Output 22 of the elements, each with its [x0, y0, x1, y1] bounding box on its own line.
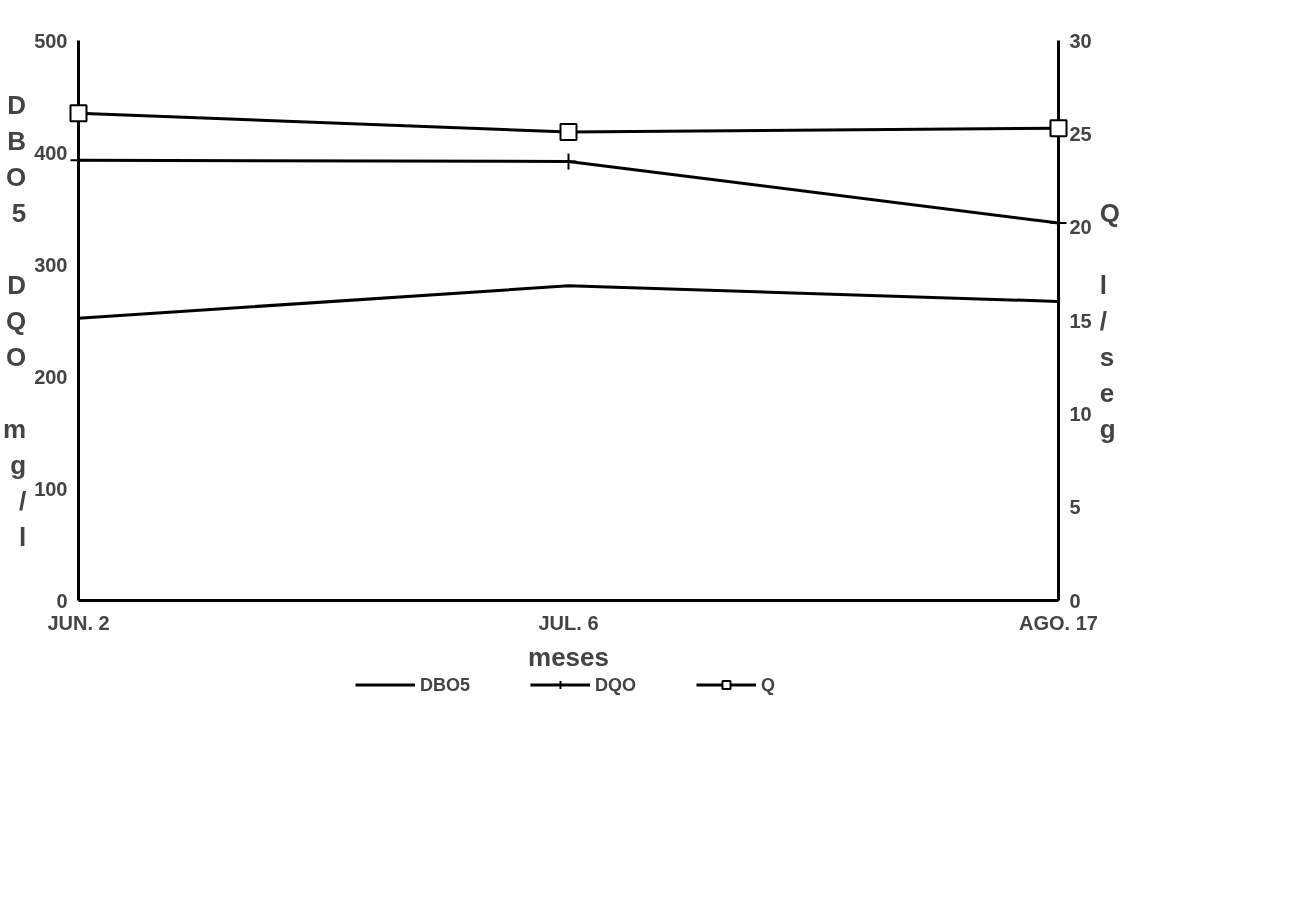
y-tick-label: 400 — [34, 141, 68, 164]
text: Q l/seg — [1099, 197, 1120, 444]
x-axis-title: meses — [528, 641, 609, 672]
y-tick-label: 0 — [56, 589, 68, 612]
x-tick-label: JUL. 6 — [538, 611, 599, 634]
y2-tick-label: 15 — [1069, 309, 1092, 332]
y2-tick-label: 10 — [1069, 402, 1092, 425]
y2-tick-label: 30 — [1069, 29, 1092, 52]
x-tick-label: JUN. 2 — [47, 611, 110, 634]
y-tick-label: 500 — [34, 29, 68, 52]
y2-tick-label: 0 — [1069, 589, 1081, 612]
legend-label: DQO — [595, 674, 637, 695]
y-tick-label: 200 — [34, 365, 68, 388]
y-tick-label: 300 — [34, 253, 68, 276]
y2-tick-label: 20 — [1069, 216, 1092, 239]
x-tick-label: AGO. 17 — [1019, 611, 1098, 634]
y2-tick-label: 25 — [1069, 122, 1092, 145]
y-tick-label: 100 — [34, 477, 68, 500]
legend-label: Q — [761, 674, 777, 695]
legend-label: DBO5 — [419, 674, 470, 695]
text: DBO5 DQO mg/l — [3, 89, 27, 552]
y2-tick-label: 5 — [1069, 496, 1081, 519]
